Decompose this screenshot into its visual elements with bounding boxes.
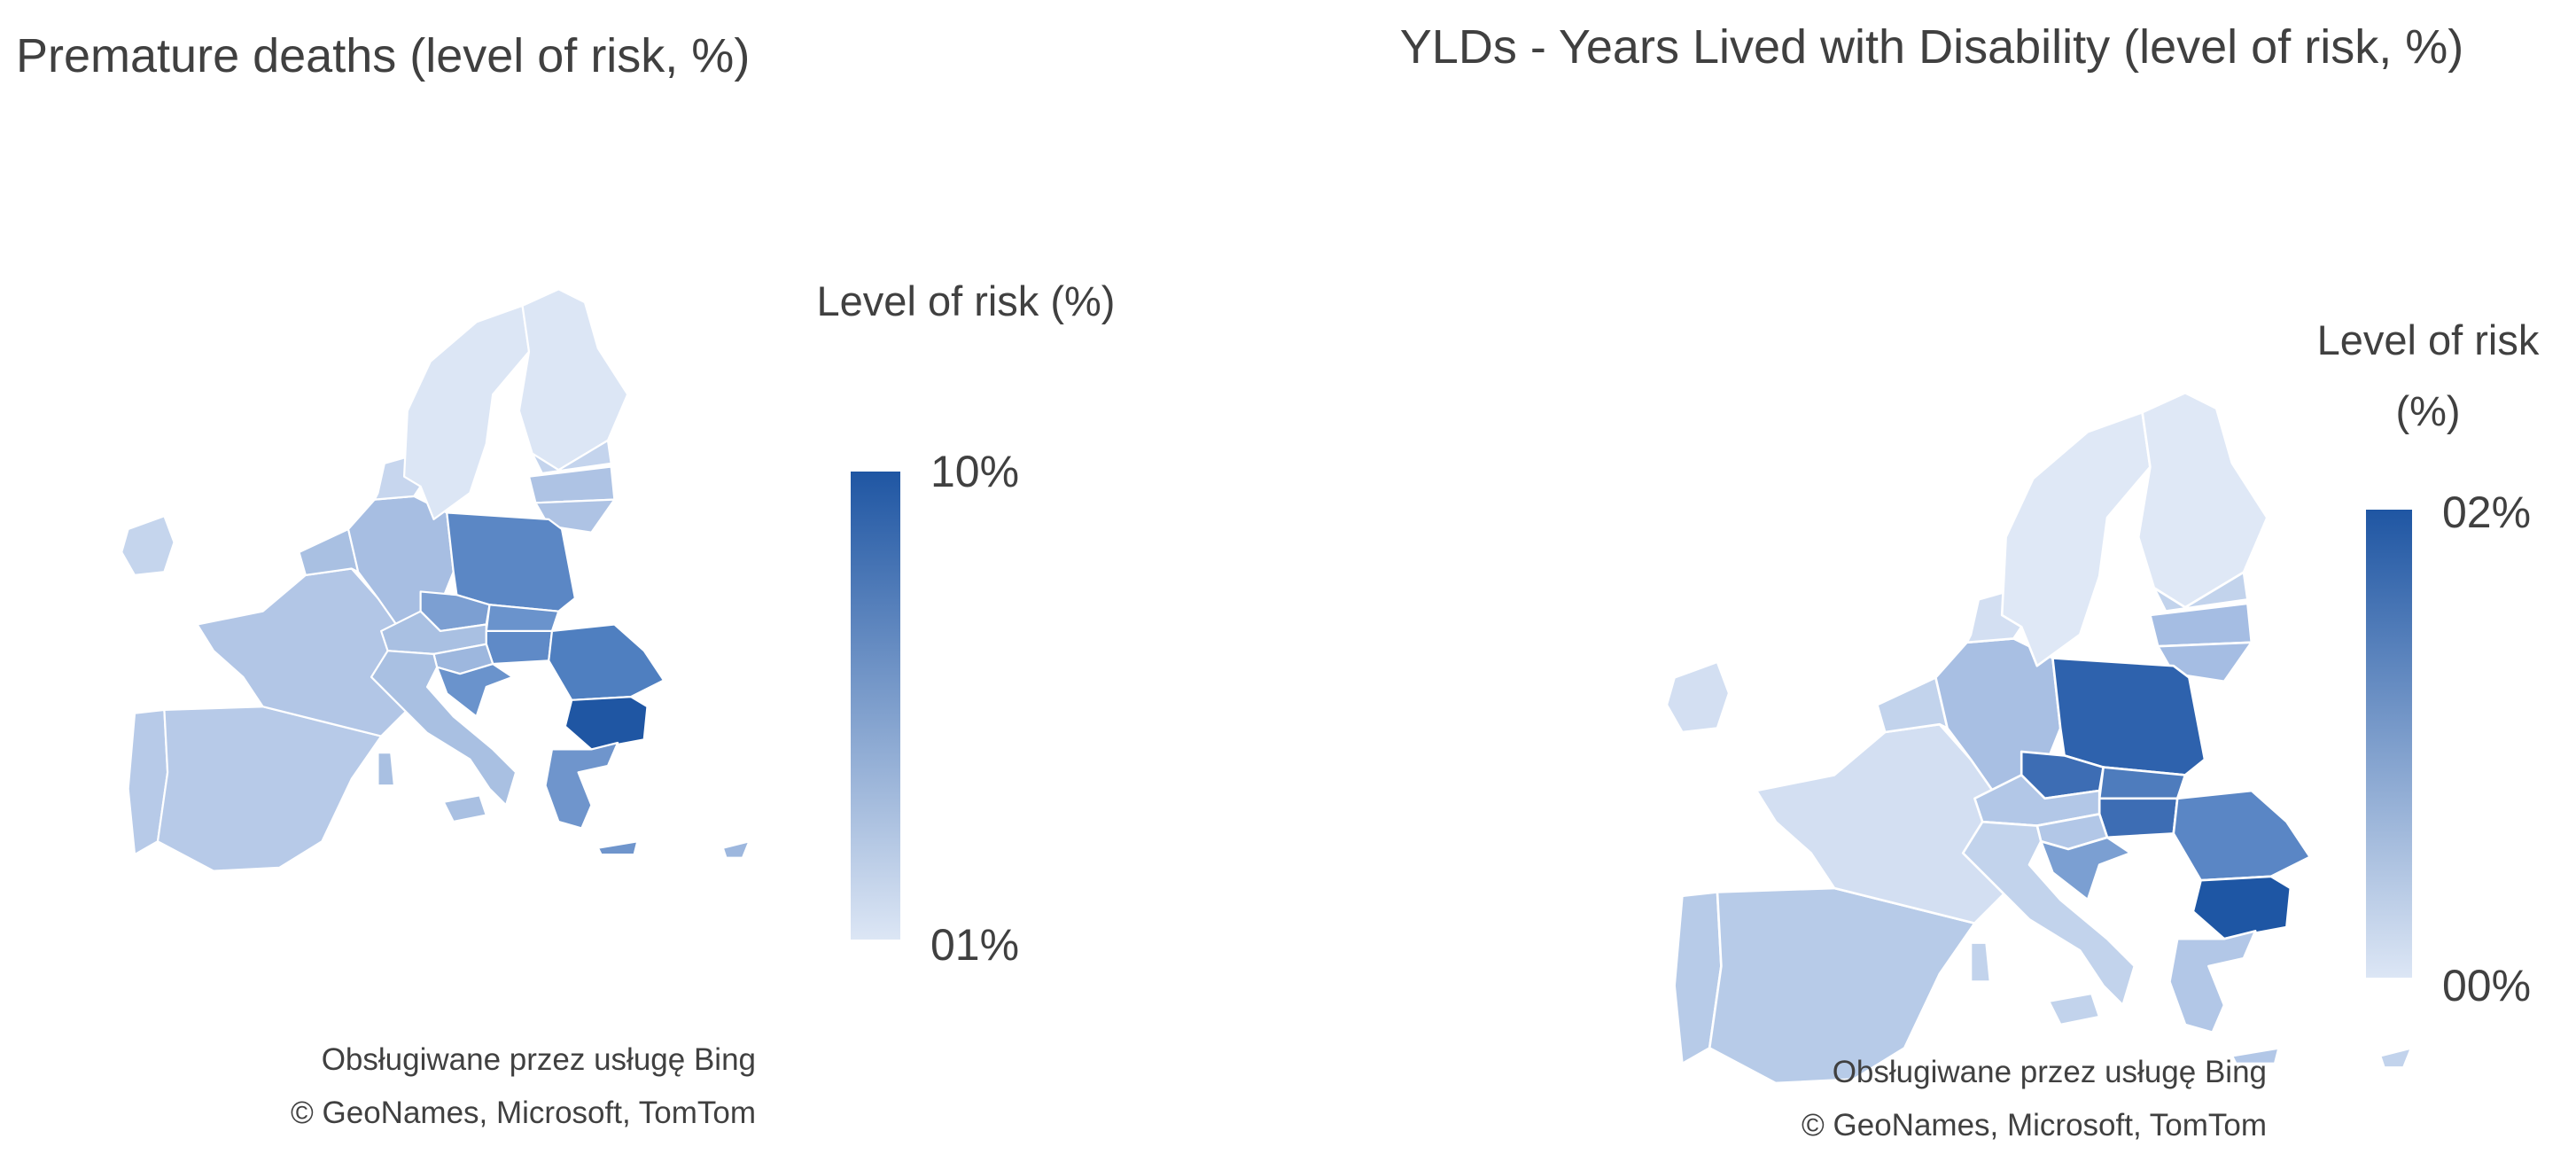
map-title: YLDs - Years Lived with Disability (leve… <box>1399 20 2464 74</box>
legend-max-label: 10% <box>930 447 1020 496</box>
map-premature-deaths <box>121 288 751 872</box>
attribution: Obsługiwane przez usługę Bing © GeoNames,… <box>1802 1046 2267 1152</box>
legend-min-label: 00% <box>2442 961 2532 1010</box>
attribution-line: © GeoNames, Microsoft, TomTom <box>1802 1108 2267 1143</box>
map-title: Premature deaths (level of risk, %) <box>16 29 751 82</box>
attribution-line: Obsługiwane przez usługę Bing <box>321 1042 756 1077</box>
legend-max-label: 02% <box>2442 488 2532 537</box>
attribution-line: Obsługiwane przez usługę Bing <box>1832 1055 2267 1089</box>
attribution-line: © GeoNames, Microsoft, TomTom <box>291 1096 756 1130</box>
legend-gradient <box>2366 510 2412 978</box>
legend-min-label: 01% <box>930 920 1020 970</box>
legend-title: Level of risk (%) <box>816 277 1116 324</box>
attribution: Obsługiwane przez usługę Bing © GeoNames,… <box>291 1034 756 1140</box>
map-ylds <box>1665 391 2413 1085</box>
legend-gradient <box>851 472 900 940</box>
legend-title: Level of risk (%) <box>2316 316 2540 434</box>
